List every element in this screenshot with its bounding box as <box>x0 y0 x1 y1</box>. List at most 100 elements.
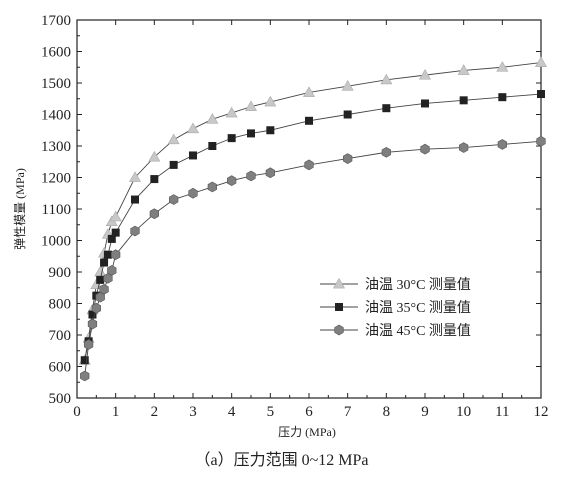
data-point <box>305 116 313 125</box>
y-tick-label: 1100 <box>42 202 71 218</box>
data-point <box>304 159 314 171</box>
legend-entry-3: 油温 45°C 测量值 <box>320 323 471 339</box>
data-point <box>96 275 105 284</box>
data-point <box>534 56 548 67</box>
data-point <box>83 339 94 350</box>
data-point <box>111 249 121 261</box>
legend-entry-2: 油温 35°C 测量值 <box>320 300 471 316</box>
x-tick-label: 3 <box>189 404 197 420</box>
data-point <box>131 195 139 204</box>
data-point <box>382 104 391 113</box>
data-point <box>496 61 509 72</box>
data-point <box>94 265 107 277</box>
data-point <box>246 170 256 182</box>
y-axis-label: 弹性模量 (MPa) <box>13 168 27 250</box>
x-tick-label: 1 <box>112 404 120 420</box>
figure-caption: （a）压力范围 0~12 MPa <box>194 452 369 469</box>
data-point <box>95 291 105 303</box>
x-tick-label: 6 <box>305 404 313 420</box>
data-point <box>88 310 97 319</box>
data-point <box>247 129 255 138</box>
data-point <box>80 356 89 365</box>
data-point <box>103 272 113 284</box>
data-point <box>459 142 469 153</box>
data-point <box>91 302 101 314</box>
data-point <box>381 146 391 158</box>
data-point <box>536 135 546 147</box>
data-point <box>188 187 198 199</box>
data-point <box>227 134 236 143</box>
data-point <box>107 234 116 243</box>
y-tick-label: 600 <box>49 360 72 376</box>
data-point <box>206 113 219 124</box>
data-point <box>457 64 470 75</box>
y-tick-label: 1400 <box>41 108 71 124</box>
x-tick-label: 12 <box>534 404 549 420</box>
data-point <box>149 208 159 220</box>
series-2 <box>80 90 545 365</box>
data-point <box>497 139 507 150</box>
series-line <box>84 93 542 361</box>
legend-label: 油温 35°C 测量值 <box>365 300 471 316</box>
data-point <box>186 122 200 134</box>
y-tick-label: 700 <box>49 328 72 344</box>
x-tick-label: 5 <box>267 404 275 420</box>
x-tick-label: 4 <box>228 404 236 420</box>
data-point <box>111 228 120 237</box>
x-tick-label: 0 <box>73 404 81 420</box>
y-tick-label: 1500 <box>41 76 71 92</box>
legend-marker <box>334 324 344 336</box>
data-point <box>150 175 159 184</box>
elastic-modulus-chart: 0 1 2 3 4 5 6 7 8 9 10 11 12500600700800900100011001… <box>13 13 549 439</box>
data-point <box>148 150 161 162</box>
data-point <box>265 167 275 179</box>
data-point <box>227 175 237 186</box>
y-tick-label: 1200 <box>41 171 71 187</box>
data-point <box>103 250 112 259</box>
data-point <box>109 210 122 222</box>
data-point <box>100 258 109 267</box>
y-tick-label: 800 <box>49 297 72 313</box>
x-tick-label: 9 <box>421 404 429 420</box>
data-point <box>167 133 180 145</box>
y-tick-label: 1000 <box>41 234 71 250</box>
data-point <box>420 143 430 155</box>
data-point <box>80 370 90 382</box>
legend-marker <box>332 277 346 289</box>
data-point <box>498 93 507 102</box>
data-point <box>244 100 258 112</box>
data-point <box>380 73 393 85</box>
data-point <box>107 265 117 276</box>
data-point <box>207 181 217 193</box>
y-tick-label: 500 <box>49 391 72 407</box>
data-point <box>341 80 354 91</box>
data-point <box>208 142 217 150</box>
data-point <box>87 318 98 330</box>
x-tick-label: 8 <box>383 404 391 420</box>
data-point <box>343 153 353 164</box>
x-tick-label: 2 <box>151 404 159 420</box>
data-point <box>130 225 140 237</box>
series-3 <box>80 135 546 382</box>
data-point <box>343 110 352 119</box>
data-point <box>421 99 429 108</box>
data-point <box>264 95 277 107</box>
data-point <box>189 151 197 160</box>
data-point <box>418 69 432 80</box>
data-point <box>459 96 468 105</box>
y-tick-label: 900 <box>49 265 72 281</box>
data-point <box>99 283 109 295</box>
legend-entry-1: 油温 30°C 测量值 <box>320 277 471 293</box>
y-tick-label: 1700 <box>41 13 71 29</box>
series-1 <box>78 56 548 365</box>
legend-marker <box>335 303 343 311</box>
x-tick-label: 10 <box>456 404 471 420</box>
legend-label: 油温 45°C 测量值 <box>365 323 471 339</box>
x-axis-label: 压力 (MPa) <box>278 425 336 439</box>
x-tick-label: 11 <box>495 404 509 420</box>
data-point <box>225 106 238 118</box>
data-point <box>302 86 316 97</box>
x-tick-label: 7 <box>344 404 352 420</box>
data-point <box>537 90 545 99</box>
